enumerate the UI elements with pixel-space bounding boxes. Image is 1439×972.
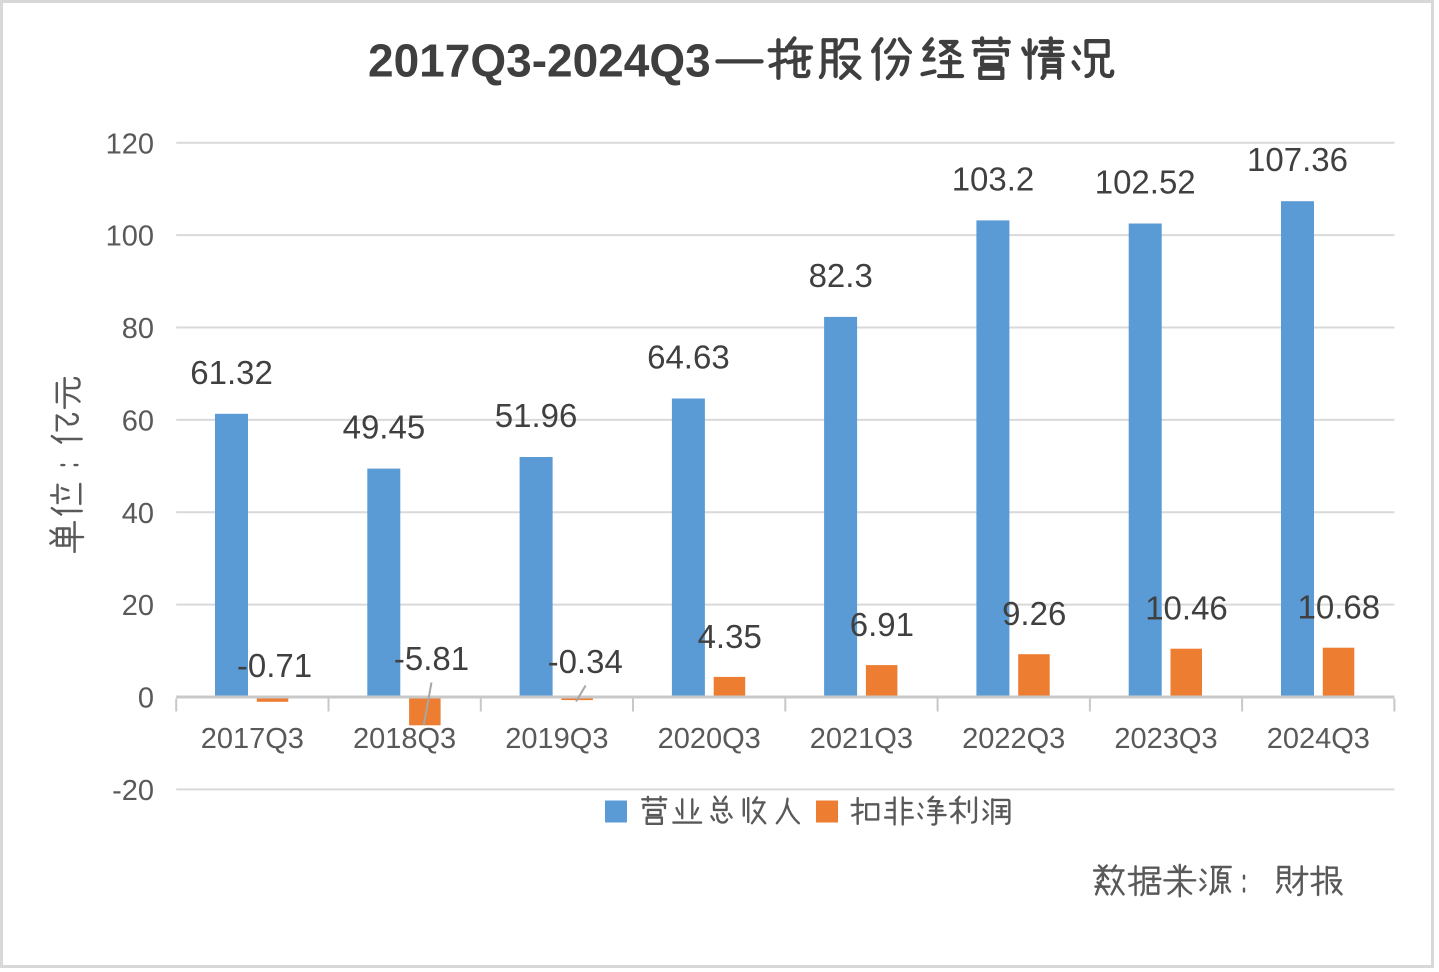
svg-text:2023Q3: 2023Q3 xyxy=(1114,723,1217,755)
svg-text:10.68: 10.68 xyxy=(1298,589,1381,626)
svg-text:-0.71: -0.71 xyxy=(237,647,312,684)
svg-text:60: 60 xyxy=(122,405,154,437)
svg-text:20: 20 xyxy=(122,590,154,622)
svg-text:-5.81: -5.81 xyxy=(394,640,469,677)
svg-text:-0.34: -0.34 xyxy=(548,643,623,680)
svg-text:102.52: 102.52 xyxy=(1095,164,1196,201)
svg-text:-20: -20 xyxy=(112,775,154,807)
svg-text:2017Q3-2024Q3: 2017Q3-2024Q3 xyxy=(368,35,711,87)
svg-text:49.45: 49.45 xyxy=(343,409,426,446)
svg-text:51.96: 51.96 xyxy=(495,397,578,434)
svg-text:80: 80 xyxy=(122,313,154,345)
svg-text:2024Q3: 2024Q3 xyxy=(1267,723,1370,755)
svg-text:2019Q3: 2019Q3 xyxy=(505,723,608,755)
svg-text:0: 0 xyxy=(138,683,154,715)
svg-text:120: 120 xyxy=(106,128,154,160)
svg-text:103.2: 103.2 xyxy=(952,160,1035,197)
svg-text:107.36: 107.36 xyxy=(1247,141,1348,178)
svg-text:40: 40 xyxy=(122,498,154,530)
svg-text:4.35: 4.35 xyxy=(698,618,762,655)
svg-text:9.26: 9.26 xyxy=(1002,595,1066,632)
svg-text:64.63: 64.63 xyxy=(647,339,730,376)
svg-text:2021Q3: 2021Q3 xyxy=(810,723,913,755)
svg-text:10.46: 10.46 xyxy=(1145,590,1228,627)
svg-text:6.91: 6.91 xyxy=(850,606,914,643)
svg-text:2017Q3: 2017Q3 xyxy=(201,723,304,755)
svg-text:2022Q3: 2022Q3 xyxy=(962,723,1065,755)
svg-text:82.3: 82.3 xyxy=(809,257,873,294)
svg-text:2018Q3: 2018Q3 xyxy=(353,723,456,755)
svg-text:61.32: 61.32 xyxy=(190,354,273,391)
svg-text:100: 100 xyxy=(106,221,154,253)
svg-text:2020Q3: 2020Q3 xyxy=(658,723,761,755)
